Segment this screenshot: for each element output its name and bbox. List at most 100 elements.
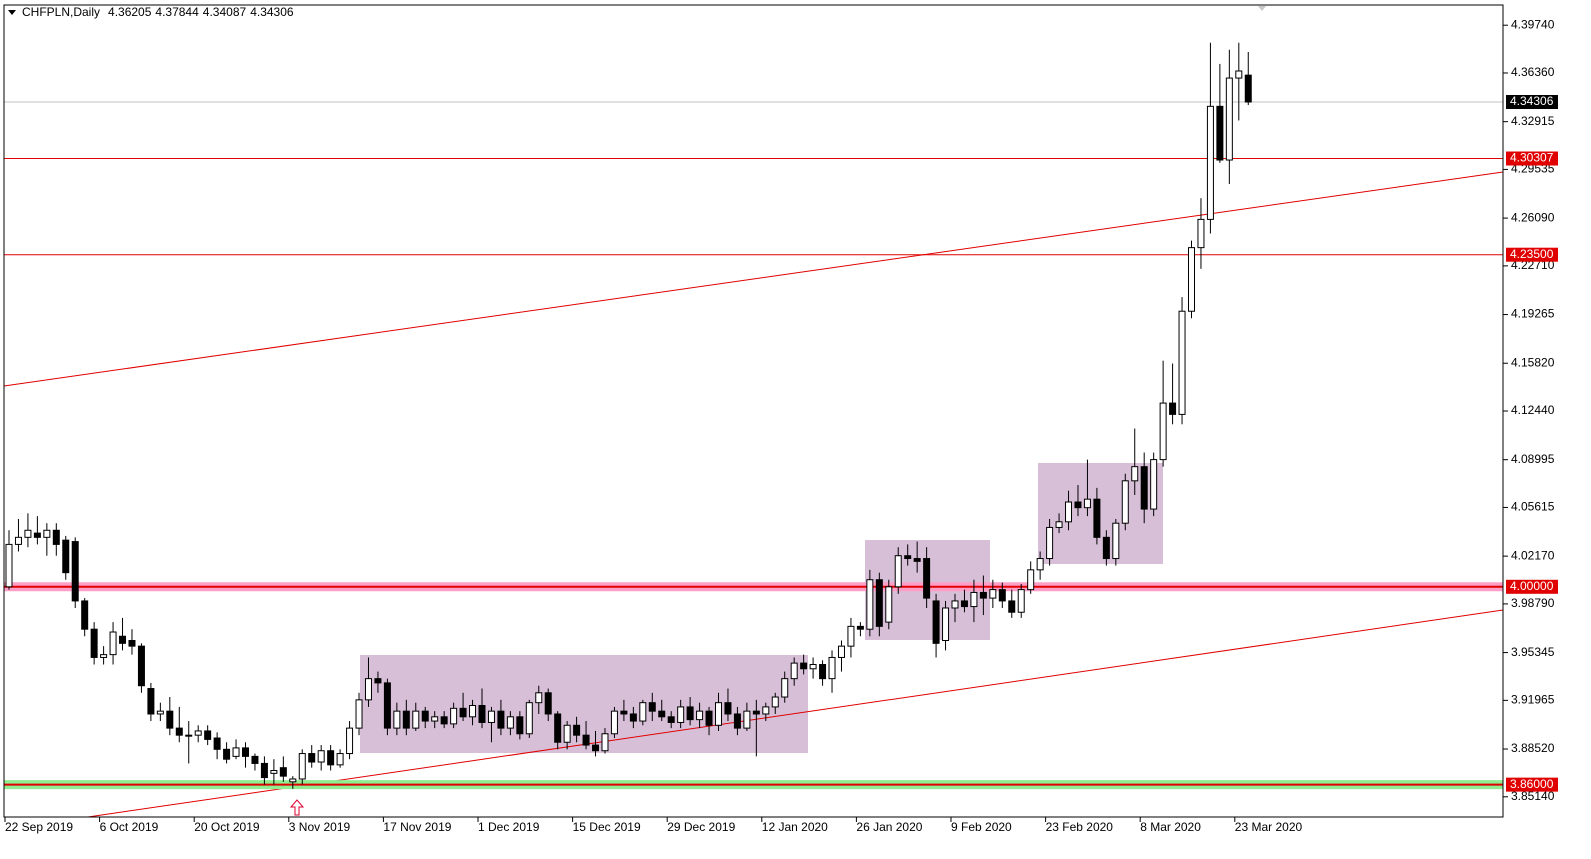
candle-body	[620, 710, 628, 715]
y-tick-label: 4.39740	[1511, 17, 1555, 31]
level-label: 3.86000	[1510, 777, 1554, 791]
arrow-marker	[289, 799, 305, 816]
candle-body	[487, 710, 495, 723]
y-tick-label: 3.98790	[1511, 596, 1555, 610]
y-tick-label: 4.26090	[1511, 210, 1555, 224]
candle-body	[696, 710, 704, 721]
candle-body	[1178, 310, 1186, 415]
candle-body	[90, 628, 98, 658]
candle-body	[431, 716, 439, 722]
level-label: 4.34306	[1510, 94, 1554, 108]
x-tick-label: 20 Oct 2019	[194, 820, 260, 834]
candle-body	[1083, 498, 1091, 509]
candle-body	[1065, 501, 1073, 523]
candle-body	[913, 558, 921, 562]
x-tick-label: 9 Feb 2020	[951, 820, 1012, 834]
candle-body	[1131, 466, 1139, 482]
candle-body	[128, 639, 136, 647]
x-tick-label: 3 Nov 2019	[289, 820, 351, 834]
candle-body	[989, 589, 997, 599]
candle-body	[781, 678, 789, 698]
candle-body	[506, 716, 514, 729]
candle-body	[592, 744, 600, 752]
y-tick-label: 4.36360	[1511, 65, 1555, 79]
candle-body	[279, 767, 287, 777]
candle-body	[71, 541, 79, 602]
x-tick-label: 22 Sep 2019	[5, 820, 73, 834]
candle-body	[1150, 459, 1158, 510]
candle-body	[43, 529, 51, 538]
candle-body	[715, 702, 722, 726]
candle-body	[648, 702, 656, 712]
candle-body	[790, 662, 798, 680]
candle-body	[601, 733, 609, 752]
candle-body	[535, 692, 543, 704]
candle-body	[904, 555, 912, 560]
candle-body	[1188, 247, 1195, 312]
candle-body	[1244, 74, 1252, 103]
candle-body	[1235, 70, 1243, 79]
candle-body	[175, 727, 183, 736]
candle-body	[686, 706, 694, 721]
candle-body	[771, 696, 779, 708]
candle-body	[573, 724, 581, 736]
y-tick-label: 3.91965	[1511, 693, 1555, 707]
candle-body	[894, 555, 902, 588]
x-tick-label: 15 Dec 2019	[573, 820, 641, 834]
candle-body	[875, 579, 883, 627]
candle-body	[1121, 480, 1129, 524]
candle-body	[251, 755, 259, 764]
candle-body	[223, 748, 231, 760]
candle-body	[1074, 501, 1082, 509]
candle-body	[374, 678, 382, 684]
candle-body	[960, 600, 968, 608]
candle-body	[1017, 589, 1025, 613]
candle-body	[1055, 521, 1063, 528]
candle-body	[81, 600, 89, 630]
candle-body	[137, 645, 145, 687]
candle-body	[119, 635, 127, 644]
candle-body	[639, 702, 647, 722]
x-tick-label: 12 Jan 2020	[762, 820, 828, 834]
x-tick-label: 29 Dec 2019	[667, 820, 735, 834]
candle-body	[166, 710, 174, 729]
candle-body	[33, 532, 41, 538]
candle-body	[336, 753, 344, 766]
candle-body	[5, 543, 13, 588]
candle-body	[923, 558, 931, 599]
candle-body	[724, 702, 732, 715]
close-value: 4.34306	[250, 5, 294, 19]
candle-body	[762, 706, 770, 715]
x-tick-label: 23 Mar 2020	[1235, 820, 1303, 834]
y-tick-label: 4.05615	[1511, 500, 1555, 514]
candle-body	[62, 539, 70, 574]
candle-body	[743, 710, 751, 729]
candle-body	[847, 625, 855, 647]
candle-body	[563, 724, 571, 743]
candle-body	[1225, 77, 1233, 161]
candle-body	[1169, 402, 1177, 415]
candle-body	[866, 579, 874, 630]
x-tick-label: 26 Jan 2020	[856, 820, 922, 834]
candle-body	[752, 710, 760, 715]
candle-body	[970, 591, 978, 608]
level-label-box	[1506, 247, 1558, 262]
candle-body	[242, 747, 249, 757]
candle-body	[809, 664, 817, 670]
candle-body	[1112, 522, 1120, 560]
candle-body	[24, 529, 32, 538]
candle-body	[1008, 600, 1016, 613]
candle-body	[14, 536, 22, 545]
level-label-box	[1506, 579, 1558, 594]
y-tick-label: 4.08995	[1511, 452, 1555, 466]
candle-body	[667, 716, 675, 723]
candle-body	[658, 710, 666, 718]
candle-body	[327, 750, 335, 766]
candle-body	[1036, 558, 1044, 571]
candle-body	[204, 730, 212, 740]
candle-body	[100, 654, 108, 658]
candle-body	[270, 770, 278, 774]
axes: 4.397404.363604.329154.295354.260904.227…	[4, 17, 1558, 834]
candle-body	[516, 716, 524, 735]
